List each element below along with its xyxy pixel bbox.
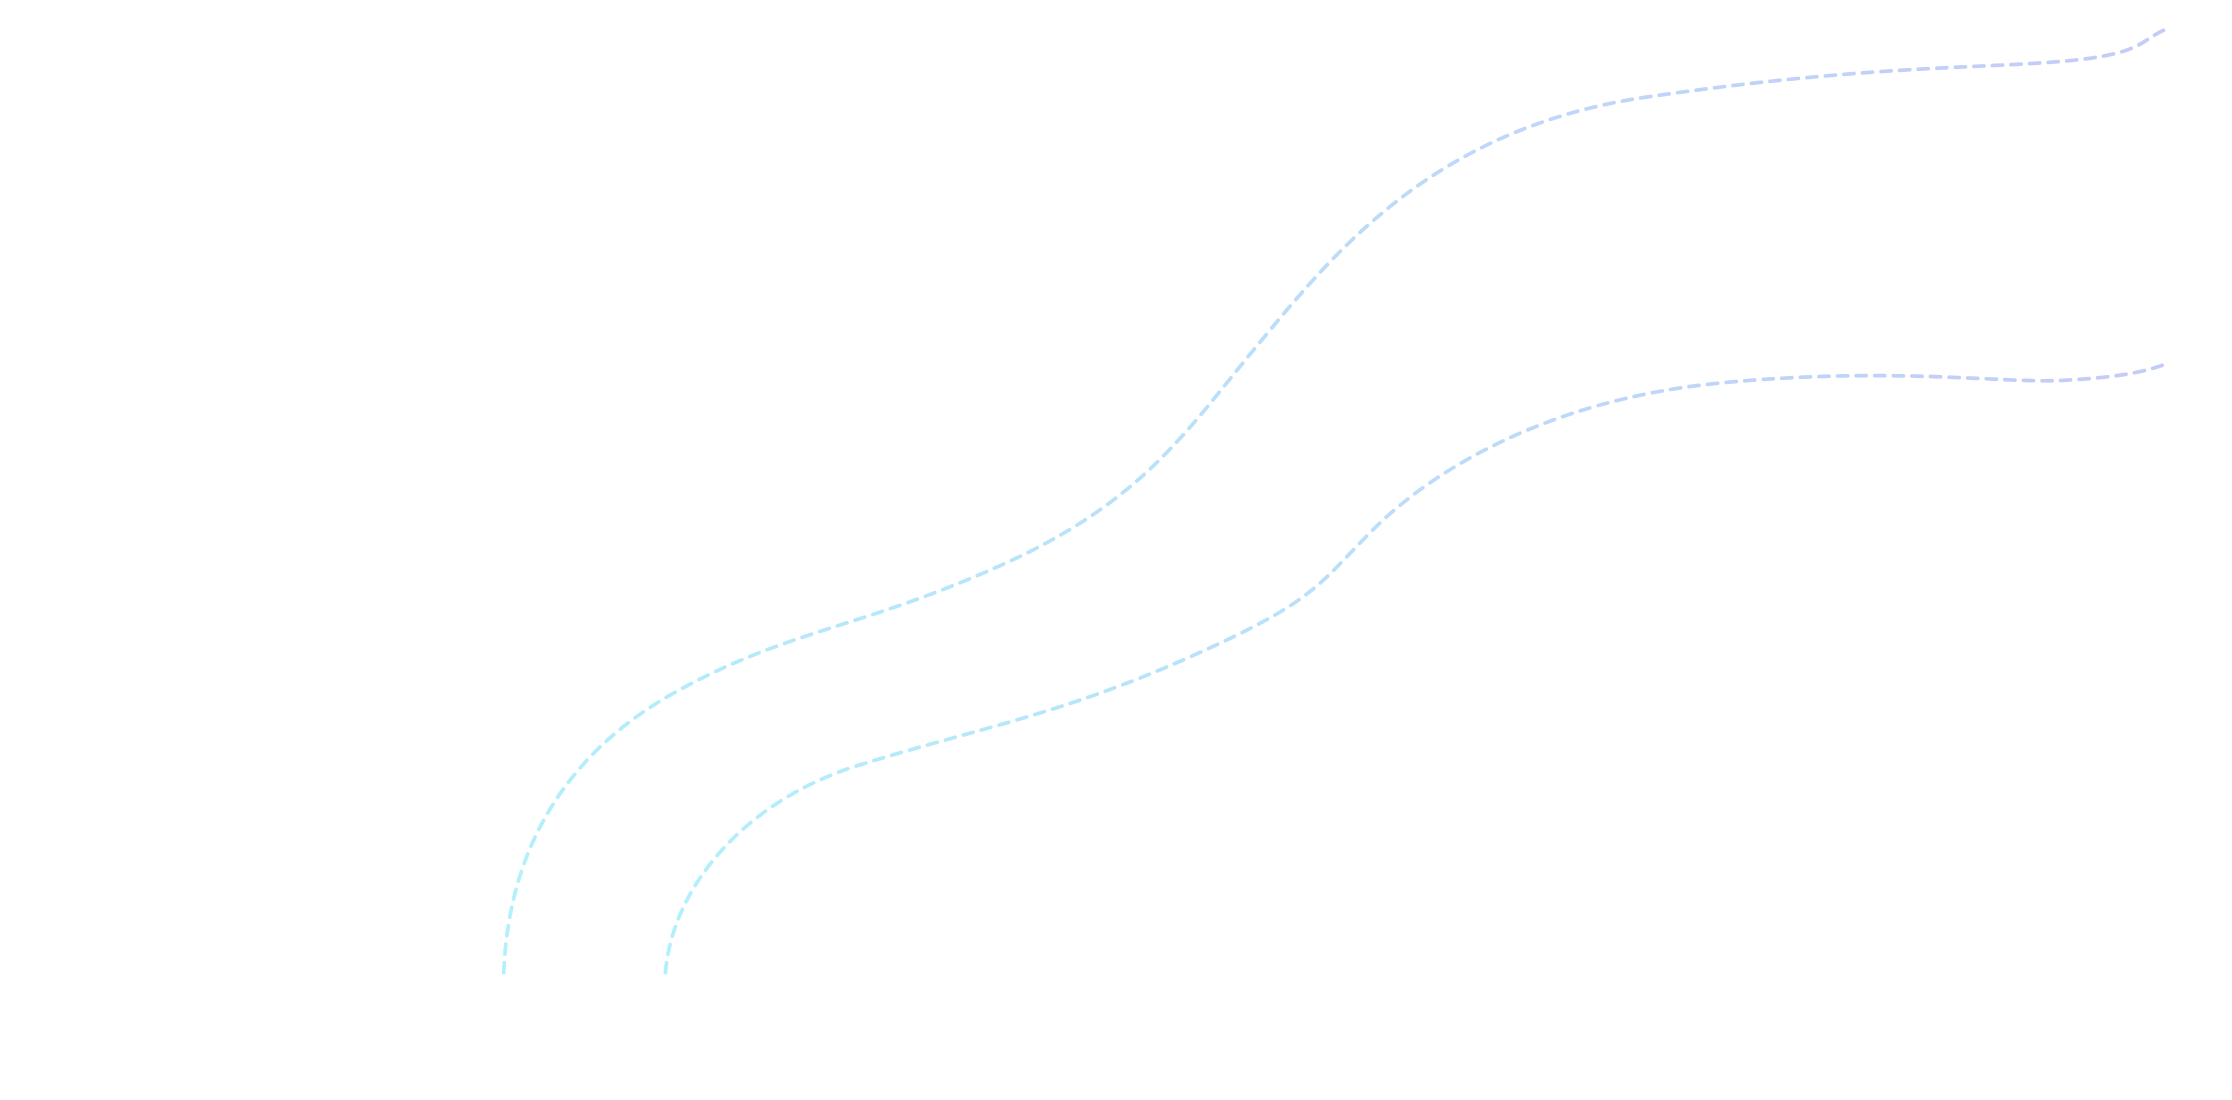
dashed-curve-upper xyxy=(501,26,2170,975)
dashed-curve-lower xyxy=(663,361,2170,975)
